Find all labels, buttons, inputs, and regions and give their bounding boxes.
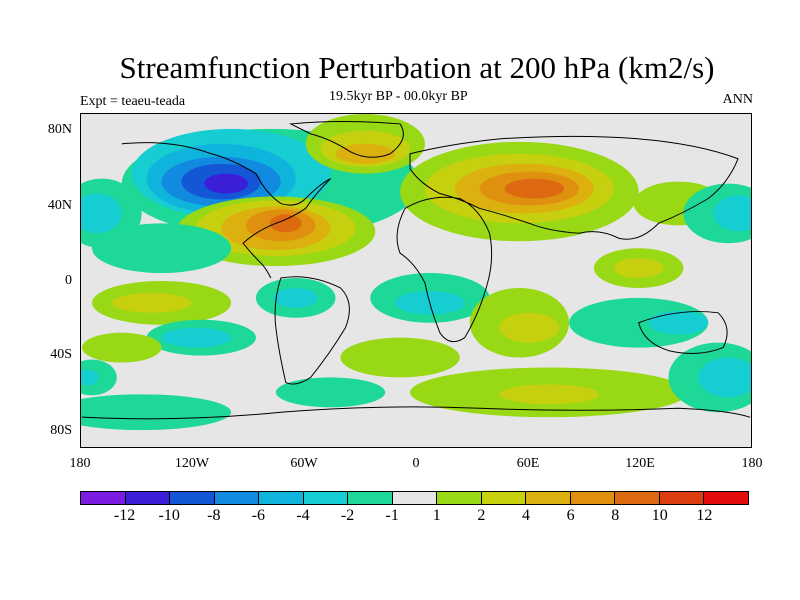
- experiment-label: Expt = teaeu-teada: [80, 94, 186, 109]
- contour-fill: [82, 332, 162, 363]
- coastline-australia: [638, 311, 728, 354]
- contour-fill: [81, 369, 99, 386]
- colorbar-swatch: [81, 492, 126, 504]
- coastlines: [81, 120, 751, 420]
- colorbar-swatch: [437, 492, 482, 504]
- colorbar-label: -6: [251, 507, 266, 524]
- y-tick-label: 40N: [47, 198, 72, 213]
- coastline-africa: [396, 196, 493, 343]
- colorbar-label: -12: [113, 507, 136, 524]
- colorbar-swatch: [125, 492, 171, 504]
- contour-map: [81, 114, 751, 431]
- contour-fill: [275, 377, 386, 408]
- colorbar-label: 10: [651, 507, 668, 524]
- contour-fill: [273, 287, 318, 308]
- colorbar-swatch: [704, 492, 748, 504]
- chart-title: Streamfunction Perturbation at 200 hPa (…: [119, 50, 715, 85]
- x-tick-label: 0: [412, 456, 420, 471]
- colorbar-swatch: [481, 492, 527, 504]
- colorbar-label: -2: [340, 507, 355, 524]
- contour-fill: [81, 394, 232, 431]
- colorbar-label: 8: [611, 507, 620, 524]
- y-tick-label: 80N: [47, 122, 72, 137]
- colorbar-swatch: [303, 492, 349, 504]
- y-tick-label: 80S: [50, 423, 72, 438]
- contour-fill: [613, 258, 664, 279]
- coastline-greenland: [288, 120, 404, 158]
- chart-subtitle: 19.5kyr BP - 00.0kyr BP: [329, 89, 468, 104]
- colorbar-swatch: [259, 492, 304, 504]
- contour-fill: [161, 327, 232, 348]
- contour-fill: [340, 337, 460, 378]
- x-tick-label: 120W: [174, 456, 210, 471]
- x-tick-label: 60W: [290, 456, 318, 471]
- colorbar-swatch: [392, 492, 438, 504]
- map-panel: [80, 113, 752, 448]
- colorbar-swatch: [615, 492, 660, 504]
- colorbar-label: 12: [696, 507, 713, 524]
- contour-fill: [204, 173, 249, 194]
- contour-fill: [269, 214, 302, 233]
- colorbar-swatch: [526, 492, 571, 504]
- period-label: ANN: [722, 92, 753, 107]
- colorbar-label: 1: [432, 507, 441, 524]
- x-tick-label: 180: [741, 456, 763, 471]
- colorbar: [80, 491, 749, 505]
- coastline-north-america: [121, 142, 331, 279]
- contour-fill: [504, 178, 565, 199]
- contour-fill: [499, 384, 599, 405]
- contour-fill: [111, 292, 192, 313]
- contour-fill: [648, 310, 709, 335]
- colorbar-swatch: [348, 492, 393, 504]
- colorbar-label: -4: [296, 507, 310, 524]
- coastline-antarctica: [81, 406, 751, 420]
- coastline-eurasia: [409, 135, 739, 240]
- contour-fills: [81, 114, 751, 431]
- contour-fill: [499, 312, 560, 343]
- colorbar-swatch: [570, 492, 616, 504]
- y-tick-label: 0: [65, 273, 72, 288]
- colorbar-swatch: [659, 492, 705, 504]
- x-tick-label: 180: [69, 456, 91, 471]
- colorbar-label: 6: [566, 507, 575, 524]
- contour-fill: [335, 143, 396, 164]
- y-tick-label: 40S: [50, 347, 72, 362]
- coastline-south-america: [274, 276, 350, 385]
- colorbar-swatch: [170, 492, 215, 504]
- colorbar-label: 4: [522, 507, 530, 524]
- colorbar-label: -8: [207, 507, 221, 524]
- contour-fill: [91, 223, 232, 274]
- contour-fill: [698, 357, 751, 398]
- colorbar-swatch: [214, 492, 260, 504]
- contour-fill: [81, 193, 122, 234]
- contour-fill: [713, 195, 751, 232]
- x-tick-label: 60E: [516, 456, 540, 471]
- x-tick-label: 120E: [625, 456, 655, 471]
- colorbar-label: 2: [477, 507, 486, 524]
- colorbar-label: -10: [158, 507, 180, 524]
- colorbar-label: -1: [385, 507, 399, 524]
